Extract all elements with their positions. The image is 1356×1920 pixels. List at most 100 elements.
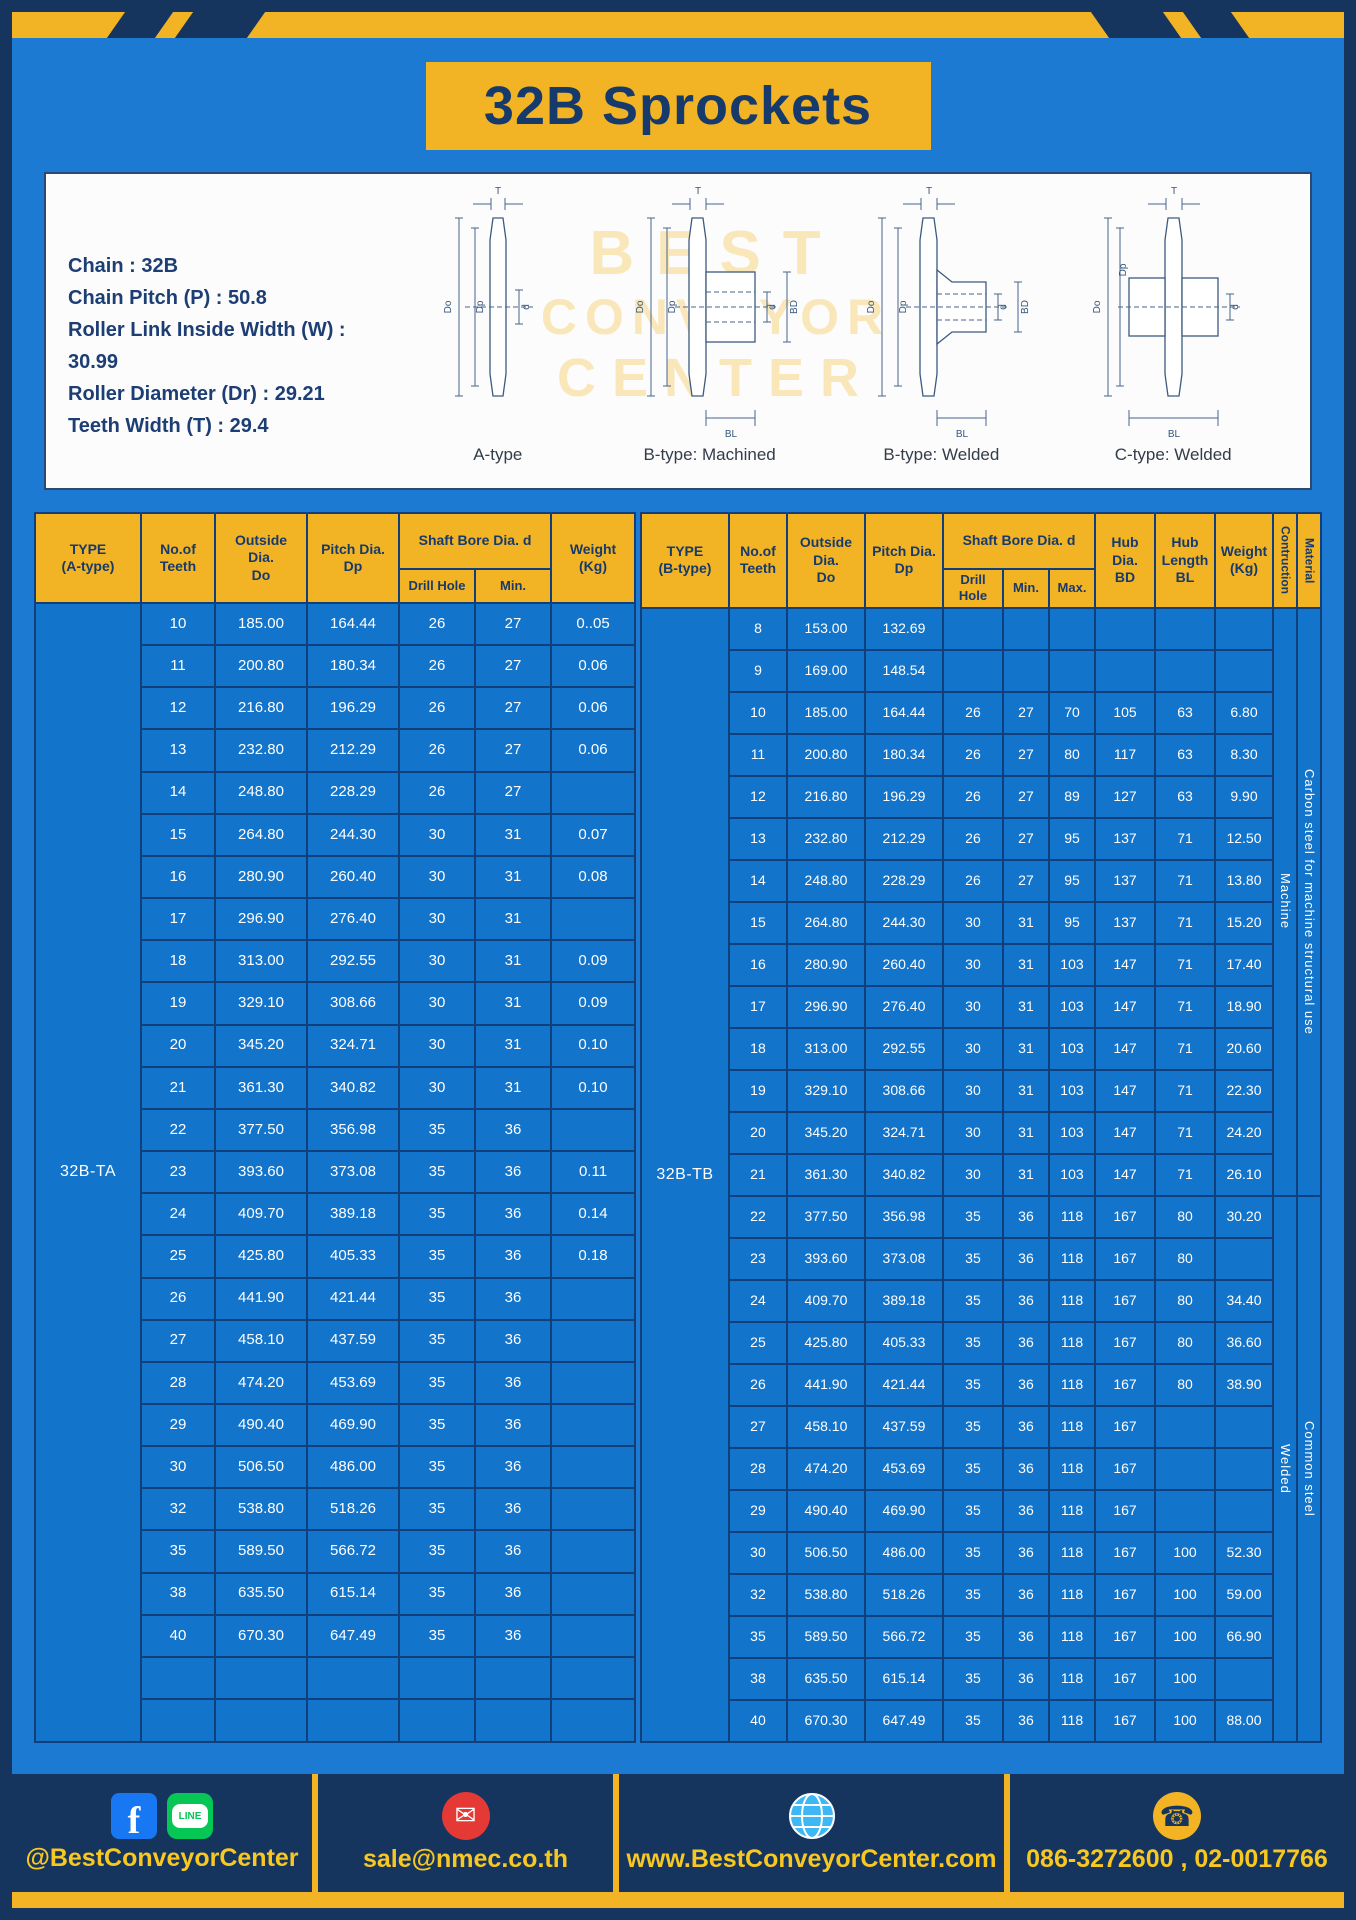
table-cell: 30 bbox=[941, 1110, 1004, 1155]
table-cell: 200.80 bbox=[785, 732, 866, 777]
dim-label: T bbox=[926, 186, 932, 197]
table-cell: 34.40 bbox=[1214, 1278, 1274, 1323]
social-icons: f LINE bbox=[111, 1793, 213, 1840]
table-cell bbox=[550, 1276, 637, 1321]
table-cell: 103 bbox=[1047, 1152, 1097, 1197]
line-icon[interactable]: LINE bbox=[167, 1793, 213, 1839]
table-cell: 518.26 bbox=[863, 1572, 944, 1617]
table-cell: 27 bbox=[140, 1318, 216, 1363]
table-cell: 35 bbox=[398, 1529, 476, 1574]
table-cell: 36 bbox=[1001, 1614, 1050, 1659]
hazard-stripe bbox=[104, 12, 176, 38]
table-cell bbox=[1214, 1488, 1274, 1533]
table-cell: 421.44 bbox=[863, 1362, 944, 1407]
table-cell: 27 bbox=[473, 644, 553, 689]
table-cell: 17.40 bbox=[1214, 942, 1274, 987]
table-cell: 248.80 bbox=[785, 858, 866, 903]
table-cell: 35 bbox=[941, 1404, 1004, 1449]
table-cell: 169.00 bbox=[785, 648, 866, 693]
table-cell bbox=[1154, 1488, 1216, 1533]
globe-icon[interactable] bbox=[788, 1792, 836, 1840]
table-row: 22 377.50 356.98 35 36 118 167 80 30.20 Welded Com… bbox=[641, 1194, 1322, 1743]
table-cell: 200.80 bbox=[214, 644, 308, 689]
hazard-stripe bbox=[1180, 12, 1252, 38]
table-cell: 36 bbox=[1001, 1446, 1050, 1491]
table-row: 12 216.80 196.29 26 27 0.06 bbox=[35, 686, 637, 731]
table-cell: 22 bbox=[140, 1107, 216, 1153]
b-type-welded-drawing: T Do Dp d BD BL bbox=[866, 186, 1031, 440]
table-cell: 20.60 bbox=[1214, 1026, 1274, 1071]
table-cell: 30 bbox=[727, 1530, 788, 1575]
dim-label: d bbox=[521, 304, 532, 310]
table-cell: 100 bbox=[1154, 1614, 1216, 1659]
table-cell: 228.29 bbox=[863, 858, 944, 903]
table-cell: 32 bbox=[140, 1487, 216, 1532]
table-cell bbox=[306, 1655, 400, 1701]
table-row: 25 425.80 405.33 35 36 0.18 bbox=[35, 1234, 637, 1279]
table-cell: 36 bbox=[473, 1192, 553, 1237]
table-cell: 147 bbox=[1094, 942, 1156, 987]
table-cell bbox=[550, 1402, 637, 1448]
table-cell: 296.90 bbox=[214, 897, 308, 942]
table-cell: 264.80 bbox=[214, 812, 308, 857]
table-cell: 518.26 bbox=[306, 1487, 400, 1532]
table-cell bbox=[473, 1655, 553, 1701]
table-cell: 71 bbox=[1154, 900, 1216, 945]
table-row: 22 377.50 356.98 35 36 bbox=[35, 1107, 637, 1153]
email-address[interactable]: sale@nmec.co.th bbox=[362, 1845, 568, 1873]
table-cell: 127 bbox=[1094, 774, 1156, 819]
table-cell: 538.80 bbox=[214, 1487, 308, 1532]
table-cell: 38 bbox=[140, 1571, 216, 1616]
table-cell: 24 bbox=[727, 1278, 788, 1323]
table-row: 9 169.00 148.54 bbox=[641, 648, 1321, 693]
table-cell: 118 bbox=[1047, 1488, 1097, 1533]
phone-icon[interactable]: ☎ bbox=[1153, 1792, 1201, 1840]
table-cell: 0.10 bbox=[550, 1065, 637, 1110]
table-row: 23 393.60 373.08 35 36 0.11 bbox=[35, 1150, 637, 1195]
table-cell: 16 bbox=[140, 854, 216, 900]
table-cell: 100 bbox=[1154, 1698, 1216, 1743]
table-cell: 11 bbox=[140, 644, 216, 689]
col-header-hub-dia: Hub Dia. BD bbox=[1094, 512, 1156, 609]
col-header-shaft-bore: Shaft Bore Dia. d bbox=[941, 512, 1097, 570]
diagram-caption: B-type: Machined bbox=[643, 445, 776, 464]
facebook-handle[interactable]: @BestConveyorCenter bbox=[25, 1844, 299, 1872]
table-cell: 36 bbox=[1001, 1530, 1050, 1575]
table-cell: 216.80 bbox=[214, 686, 308, 731]
dim-label: Dp bbox=[1118, 263, 1129, 276]
table-cell: 153.00 bbox=[785, 606, 866, 651]
table-cell: 389.18 bbox=[863, 1278, 944, 1323]
table-cell: 409.70 bbox=[785, 1278, 866, 1323]
table-cell: 27 bbox=[473, 686, 553, 731]
table-cell: 147 bbox=[1094, 984, 1156, 1029]
table-cell: 22 bbox=[727, 1194, 788, 1239]
table-row: 15 264.80 244.30 30 31 95 137 71 15.20 bbox=[641, 900, 1321, 945]
table-cell: 35 bbox=[727, 1614, 788, 1659]
table-row: 10 185.00 164.44 26 27 70 105 63 6.80 bbox=[641, 690, 1321, 735]
facebook-icon[interactable]: f bbox=[111, 1793, 157, 1840]
table-cell: 132.69 bbox=[863, 606, 944, 651]
table-cell: 31 bbox=[1001, 984, 1050, 1029]
table-cell: 196.29 bbox=[306, 686, 400, 731]
table-cell: 167 bbox=[1094, 1698, 1156, 1743]
table-cell: 30 bbox=[398, 812, 476, 857]
table-cell: 26 bbox=[398, 770, 476, 815]
table-cell bbox=[1214, 1446, 1274, 1491]
table-cell: 35 bbox=[941, 1488, 1004, 1533]
table-cell bbox=[550, 1613, 637, 1658]
footer: f LINE @BestConveyorCenter ✉ sale@nmec.c… bbox=[12, 1774, 1344, 1908]
table-cell: 296.90 bbox=[785, 984, 866, 1029]
table-cell: 216.80 bbox=[785, 774, 866, 819]
email-icon[interactable]: ✉ bbox=[441, 1792, 490, 1840]
table-cell: 100 bbox=[1154, 1530, 1216, 1575]
table-cell: 117 bbox=[1094, 732, 1156, 777]
table-cell: 329.10 bbox=[785, 1068, 866, 1113]
table-cell bbox=[1214, 1404, 1274, 1449]
b-type-machined-diagram: T Do Dp d BD BL bbox=[615, 182, 805, 465]
table-row bbox=[35, 1698, 637, 1743]
table-cell: 27 bbox=[473, 601, 553, 647]
website-url[interactable]: www.BestConveyorCenter.com bbox=[626, 1845, 997, 1873]
table-cell: 0.07 bbox=[550, 812, 637, 857]
table-cell: 615.14 bbox=[306, 1571, 400, 1616]
phone-numbers[interactable]: 086-3272600 , 02-0017766 bbox=[1026, 1845, 1328, 1873]
